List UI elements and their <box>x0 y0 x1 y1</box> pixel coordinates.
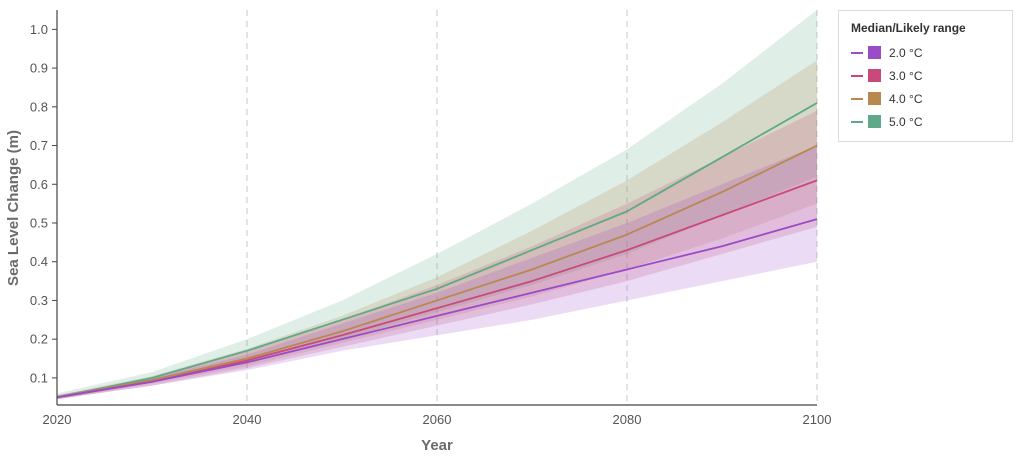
legend-label-5c: 5.0 °C <box>889 114 923 129</box>
x-tick-label: 2080 <box>613 412 642 427</box>
likely-range-bands <box>57 10 817 400</box>
legend: Median/Likely range 2.0 °C 3.0 °C 4.0 °C… <box>838 10 1013 142</box>
y-tick-label: 0.9 <box>30 61 48 76</box>
y-tick-label: 1.0 <box>30 22 48 37</box>
legend-label-3c: 3.0 °C <box>889 68 923 83</box>
x-axis-title: Year <box>421 437 453 454</box>
y-tick-label: 0.1 <box>30 370 48 385</box>
tick-labels: 2020 2040 2060 2080 2100 0.1 0.2 0.3 0.4 0.5 0.6 0.… <box>30 22 832 427</box>
legend-label-4c: 4.0 °C <box>889 91 923 106</box>
x-tick-label: 2020 <box>43 412 72 427</box>
y-axis-title: Sea Level Change (m) <box>5 130 22 286</box>
legend-line-2c <box>851 51 863 54</box>
y-tick-label: 0.3 <box>30 293 48 308</box>
legend-item-4c[interactable]: 4.0 °C <box>851 87 1000 110</box>
y-tick-label: 0.6 <box>30 177 48 192</box>
legend-label-2c: 2.0 °C <box>889 45 923 60</box>
legend-item-5c[interactable]: 5.0 °C <box>851 110 1000 133</box>
x-tick-label: 2040 <box>233 412 262 427</box>
median-line <box>56 144 818 399</box>
legend-swatch-3c <box>868 69 881 82</box>
likely-range-band <box>57 60 817 400</box>
legend-swatch-2c <box>868 46 881 59</box>
legend-line-5c <box>851 120 863 123</box>
y-tick-label: 0.8 <box>30 99 48 114</box>
y-tick-label: 0.2 <box>30 332 48 347</box>
legend-item-3c[interactable]: 3.0 °C <box>851 64 1000 87</box>
y-tick-label: 0.5 <box>30 215 48 230</box>
x-tick-label: 2060 <box>423 412 452 427</box>
y-tick-label: 0.7 <box>30 138 48 153</box>
median-line <box>56 102 818 399</box>
likely-range-band <box>57 10 817 400</box>
likely-range-band <box>57 110 817 400</box>
legend-title: Median/Likely range <box>851 21 966 35</box>
median-line <box>56 218 818 399</box>
legend-swatch-4c <box>868 92 881 105</box>
legend-line-3c <box>851 74 863 77</box>
legend-line-4c <box>851 97 863 100</box>
legend-item-2c[interactable]: 2.0 °C <box>851 41 1000 64</box>
median-lines <box>56 102 818 399</box>
y-tick-label: 0.4 <box>30 254 48 269</box>
x-tick-label: 2100 <box>803 412 832 427</box>
likely-range-band <box>57 145 817 400</box>
legend-swatch-5c <box>868 115 881 128</box>
